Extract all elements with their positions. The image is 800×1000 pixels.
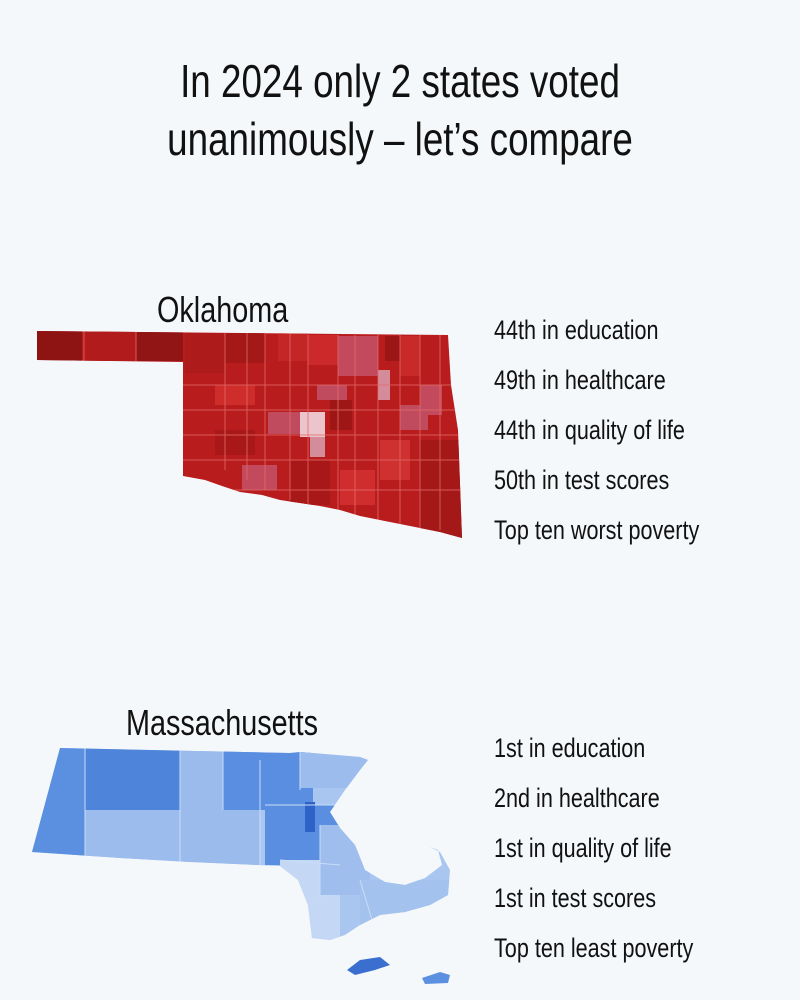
oklahoma-facts: 44th in education 49th in healthcare 44t… xyxy=(494,313,751,563)
fact-item: Top ten worst poverty xyxy=(494,515,700,545)
massachusetts-facts: 1st in education 2nd in healthcare 1st i… xyxy=(494,731,743,981)
fact-item: 50th in test scores xyxy=(494,465,670,495)
state-label-oklahoma: Oklahoma xyxy=(157,289,289,330)
headline-line-1: In 2024 only 2 states voted xyxy=(180,55,620,107)
fact-item: 49th in healthcare xyxy=(494,365,666,395)
marthas-vineyard xyxy=(347,957,390,975)
fact-item: 44th in quality of life xyxy=(494,415,685,445)
fact-item: 1st in education xyxy=(494,733,646,763)
fact-item: 1st in test scores xyxy=(494,883,657,913)
headline: In 2024 only 2 states voted unanimously … xyxy=(0,52,800,168)
fact-item: 2nd in healthcare xyxy=(494,783,660,813)
headline-line-2: unanimously – let’s compare xyxy=(167,113,633,165)
oklahoma-map xyxy=(37,331,462,538)
state-label-massachusetts: Massachusetts xyxy=(126,702,319,743)
fact-item: Top ten least poverty xyxy=(494,933,694,963)
massachusetts-map xyxy=(32,748,450,940)
fact-item: 44th in education xyxy=(494,315,659,345)
fact-item: 1st in quality of life xyxy=(494,833,672,863)
nantucket xyxy=(422,972,450,984)
